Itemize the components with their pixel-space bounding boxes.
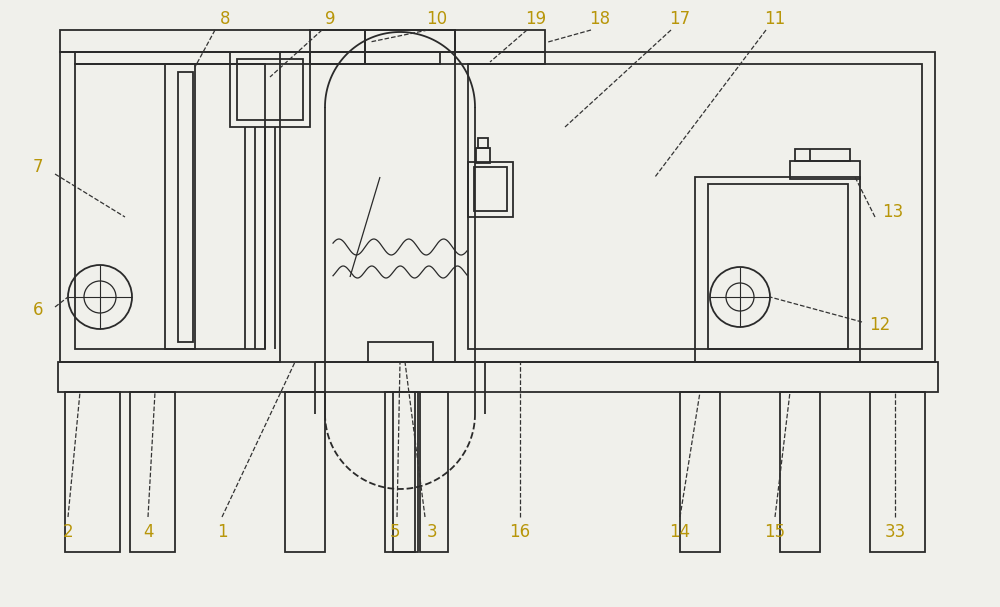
Text: 17: 17 [669, 10, 691, 28]
Bar [310, 52, 365, 64]
Bar [780, 392, 820, 552]
Bar [230, 52, 310, 127]
Text: 7: 7 [33, 158, 43, 176]
Bar [58, 362, 938, 392]
Bar [468, 64, 922, 349]
Bar [368, 342, 433, 362]
Bar [455, 52, 545, 64]
Bar [680, 392, 720, 552]
Bar [870, 392, 925, 552]
Bar [75, 52, 440, 64]
Bar [385, 392, 415, 552]
Text: 5: 5 [390, 523, 400, 541]
Text: 9: 9 [325, 10, 335, 28]
Bar [310, 30, 365, 52]
Bar [165, 64, 195, 349]
Text: 18: 18 [589, 10, 611, 28]
Bar [178, 72, 193, 342]
Bar [695, 177, 860, 362]
Bar [455, 52, 935, 362]
Text: 6: 6 [33, 301, 43, 319]
Text: 3: 3 [427, 523, 437, 541]
Text: 10: 10 [426, 10, 448, 28]
Bar [790, 161, 860, 179]
Bar [478, 138, 488, 148]
Bar [75, 64, 265, 349]
Bar [285, 392, 325, 552]
Bar [365, 52, 455, 64]
Bar [237, 59, 303, 120]
Bar [455, 30, 545, 52]
Text: 33: 33 [884, 523, 906, 541]
Bar [420, 392, 448, 552]
Bar [365, 30, 455, 52]
Text: 19: 19 [525, 10, 547, 28]
Text: 2: 2 [63, 523, 73, 541]
Bar [708, 184, 848, 349]
Text: 16: 16 [509, 523, 531, 541]
Text: 1: 1 [217, 523, 227, 541]
Bar [393, 392, 418, 552]
Bar [474, 167, 507, 211]
Bar [476, 148, 490, 163]
Bar [468, 162, 513, 217]
Text: 12: 12 [869, 316, 891, 334]
Text: 4: 4 [143, 523, 153, 541]
Bar [130, 392, 175, 552]
Bar [795, 149, 850, 161]
Bar [60, 30, 455, 52]
Bar [60, 52, 280, 362]
Bar [65, 392, 120, 552]
Text: 11: 11 [764, 10, 786, 28]
Text: 13: 13 [882, 203, 904, 221]
Text: 15: 15 [764, 523, 786, 541]
Text: 8: 8 [220, 10, 230, 28]
Text: 14: 14 [669, 523, 691, 541]
